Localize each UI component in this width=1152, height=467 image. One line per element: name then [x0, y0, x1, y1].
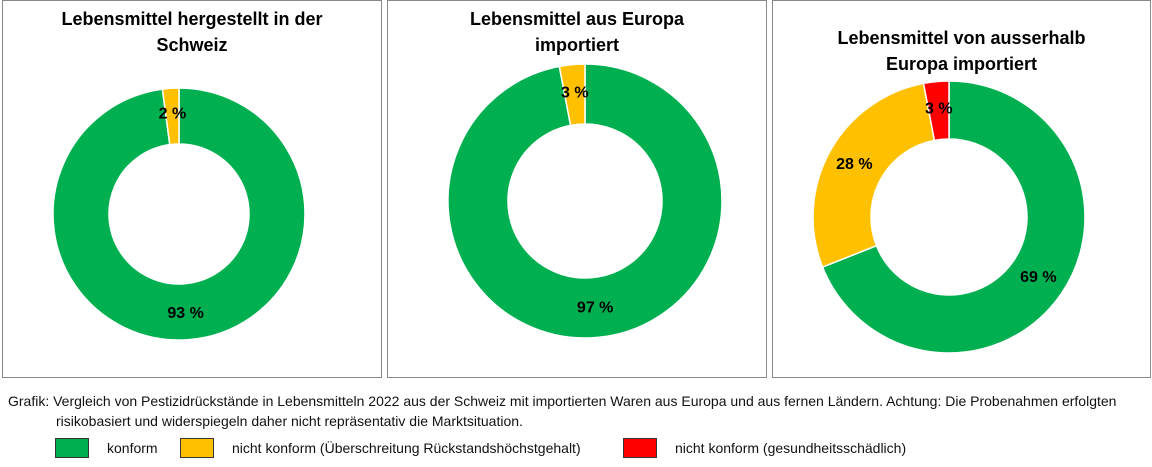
- data-label: 93 %: [167, 305, 203, 322]
- legend-swatch: [623, 438, 657, 458]
- legend-label: nicht konform (gesundheitsschädlich): [675, 440, 907, 456]
- chart-title: Lebensmittel von ausserhalb Europa impor…: [837, 28, 1086, 74]
- donut: 69 % 28 % 3 %: [812, 80, 1086, 354]
- legend-swatch: [55, 438, 89, 458]
- caption: Grafik: Vergleich von Pestizidrückstände…: [8, 393, 1117, 429]
- legend-item: nicht konform (gesundheitsschädlich): [623, 438, 906, 458]
- legend-label: konform: [107, 440, 158, 456]
- data-label: 3 %: [925, 101, 953, 118]
- data-label: 28 %: [836, 156, 872, 173]
- chart-panel: Lebensmittel von ausserhalb Europa impor…: [772, 0, 1151, 378]
- donut-slice: [558, 63, 586, 127]
- data-label: 97 %: [577, 300, 613, 317]
- data-label: 3 %: [561, 85, 589, 102]
- chart-panel: Lebensmittel hergestellt in der Schweiz 9…: [2, 0, 382, 378]
- chart-title: Lebensmittel hergestellt in der Schweiz: [61, 9, 323, 55]
- legend-item: nicht konform (Überschreitung Rückstands…: [180, 438, 581, 458]
- legend-label: nicht konform (Überschreitung Rückstands…: [232, 440, 581, 456]
- data-label: 69 %: [1020, 269, 1056, 286]
- data-label: 2 %: [159, 105, 187, 122]
- donut-slice: [922, 80, 950, 142]
- donut-slice: [52, 87, 306, 341]
- donut-slice: [821, 80, 1086, 354]
- donut: 93 % 2 %: [52, 87, 306, 341]
- chart-title: Lebensmittel aus Europa importiert: [469, 9, 685, 55]
- legend-swatch: [180, 438, 214, 458]
- donut: 97 % 3 %: [447, 63, 723, 339]
- chart-panel: Lebensmittel aus Europa importiert 97 % 3 …: [387, 0, 767, 378]
- legend-item: konform: [55, 438, 158, 458]
- donut-slice: [447, 63, 723, 339]
- donut-slice: [161, 87, 180, 146]
- donut-slice: [812, 82, 936, 269]
